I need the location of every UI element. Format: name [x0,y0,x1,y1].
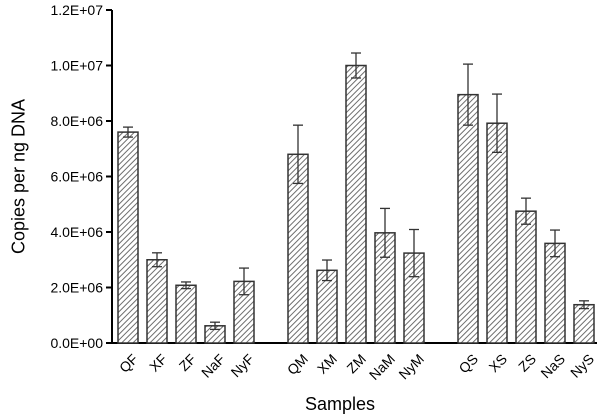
bar-zm [345,64,367,344]
bar-zs [515,210,537,344]
y-tick-label: 4.0E+06 [50,224,103,240]
y-tick-label: 8.0E+06 [50,113,103,129]
x-tick-label-qm: QM [284,351,311,378]
x-tick-label-nym: NyM [395,351,427,383]
y-tick-label: 1.0E+07 [50,58,103,74]
y-tick-label: 2.0E+06 [50,280,103,296]
x-axis-title: Samples [305,394,375,414]
x-tick-label-zm: ZM [343,351,369,377]
y-tick-label: 6.0E+06 [50,169,103,185]
x-tick-label-nys: NyS [567,351,597,381]
y-axis-title: Copies per ng DNA [8,99,28,254]
bar-zf [175,284,197,344]
bars-group [117,64,595,344]
x-tick-label-xm: XM [314,351,340,377]
x-tick-label-nam: NaM [366,351,398,383]
x-tick-label-zf: ZF [176,351,199,374]
x-tick-label-naf: NaF [198,351,228,381]
bar-nys [573,303,595,344]
bar-nas [544,242,566,344]
x-tick-label-nas: NaS [537,351,568,382]
labels-group: 0.0E+00 2.0E+06 4.0E+06 6.0E+06 8.0E+06 1.0E+… [50,2,597,383]
bar-xs [486,122,508,344]
bar-qf [117,131,139,344]
error-bars-group [123,52,589,331]
x-tick-label-nyf: NyF [228,351,257,380]
bar-qs [457,93,479,344]
x-tick-label-zs: ZS [515,351,539,375]
y-tick-label: 1.2E+07 [50,2,103,18]
x-tick-label-xs: XS [486,351,511,376]
x-tick-label-xf: XF [146,351,170,375]
x-tick-label-qf: QF [116,351,141,376]
x-tick-label-qs: QS [455,351,481,377]
bar-xf [146,259,168,344]
y-tick-label: 0.0E+00 [50,335,103,351]
